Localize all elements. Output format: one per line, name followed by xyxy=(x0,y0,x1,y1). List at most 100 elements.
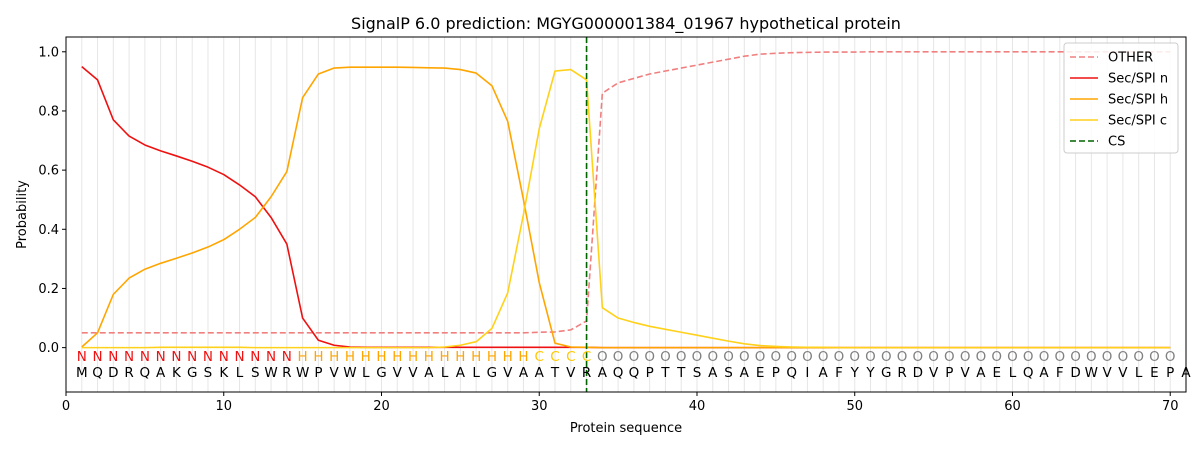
series-line-sec-spi-n xyxy=(81,65,1171,349)
legend-label-sec-spi-h: Sec/SPI h xyxy=(1108,93,1168,108)
grid-lines xyxy=(81,37,1187,392)
residue-label-64: D xyxy=(1070,365,1080,381)
x-tick-label-30: 30 xyxy=(531,399,548,414)
annotation-label-58: O xyxy=(976,349,987,365)
annotation-label-62: O xyxy=(1039,349,1050,365)
residue-labels: NMNQNDNRNQNANKNGNSNKNLNSNWNRHWHPHVHWHLHG… xyxy=(76,349,1191,381)
annotation-label-25: H xyxy=(455,349,465,365)
residue-label-3: D xyxy=(108,365,118,381)
residue-label-12: S xyxy=(251,365,260,381)
residue-label-29: A xyxy=(519,365,529,381)
residue-label-42: S xyxy=(724,365,733,381)
chart-title: SignalP 6.0 prediction: MGYG000001384_01… xyxy=(351,14,901,34)
residue-label-67: V xyxy=(1118,365,1128,381)
annotation-label-11: N xyxy=(234,349,244,365)
residue-label-18: W xyxy=(343,365,356,381)
annotation-label-54: O xyxy=(913,349,924,365)
annotation-label-17: H xyxy=(329,349,339,365)
residue-label-28: V xyxy=(503,365,513,381)
residue-label-8: G xyxy=(187,365,197,381)
x-tick-label-60: 60 xyxy=(1004,399,1021,414)
annotation-label-14: N xyxy=(282,349,292,365)
x-axis-label: Protein sequence xyxy=(570,421,682,436)
residue-label-10: K xyxy=(219,365,229,381)
annotation-label-4: N xyxy=(124,349,134,365)
residue-label-43: A xyxy=(740,365,750,381)
residue-label-32: V xyxy=(566,365,576,381)
residue-label-6: A xyxy=(156,365,166,381)
annotation-label-21: H xyxy=(392,349,402,365)
annotation-label-23: H xyxy=(424,349,434,365)
residue-label-50: Y xyxy=(850,365,860,381)
annotation-label-6: N xyxy=(156,349,166,365)
annotation-label-32: C xyxy=(566,349,575,365)
residue-label-51: Y xyxy=(865,365,875,381)
y-tick-label-0.2: 0.2 xyxy=(38,282,59,297)
residue-label-60: L xyxy=(1009,365,1017,381)
residue-label-37: P xyxy=(646,365,654,381)
annotation-label-45: O xyxy=(771,349,782,365)
annotation-label-26: H xyxy=(471,349,481,365)
residue-label-38: T xyxy=(660,365,670,381)
annotation-label-39: O xyxy=(676,349,687,365)
annotation-label-27: H xyxy=(487,349,497,365)
x-tick-label-40: 40 xyxy=(689,399,706,414)
residue-label-31: T xyxy=(550,365,560,381)
residue-label-5: Q xyxy=(140,365,151,381)
legend-label-other: OTHER xyxy=(1108,51,1153,66)
residue-label-53: R xyxy=(897,365,906,381)
annotation-label-20: H xyxy=(376,349,386,365)
y-axis-ticks: 0.0 0.2 0.4 0.6 0.8 1.0 xyxy=(38,45,66,356)
residue-label-23: A xyxy=(424,365,434,381)
annotation-label-70: O xyxy=(1165,349,1176,365)
annotation-label-3: N xyxy=(108,349,118,365)
residue-label-13: W xyxy=(264,365,277,381)
residue-label-45: P xyxy=(772,365,780,381)
residue-label-47: I xyxy=(805,365,809,381)
annotation-label-16: H xyxy=(313,349,323,365)
residue-label-65: W xyxy=(1085,365,1098,381)
residue-label-9: S xyxy=(204,365,213,381)
residue-label-66: V xyxy=(1103,365,1113,381)
annotation-label-64: O xyxy=(1070,349,1081,365)
annotation-label-44: O xyxy=(755,349,766,365)
annotation-label-2: N xyxy=(92,349,102,365)
x-tick-label-10: 10 xyxy=(215,399,232,414)
annotation-label-69: O xyxy=(1149,349,1160,365)
annotation-label-33: C xyxy=(582,349,591,365)
annotation-label-56: O xyxy=(944,349,955,365)
residue-label-69: E xyxy=(1150,365,1159,381)
y-axis-label: Probability xyxy=(15,180,30,249)
annotation-label-55: O xyxy=(928,349,939,365)
x-tick-label-70: 70 xyxy=(1162,399,1179,414)
residue-label-15: W xyxy=(296,365,309,381)
residue-label-11: L xyxy=(236,365,244,381)
annotation-label-46: O xyxy=(786,349,797,365)
x-tick-label-50: 50 xyxy=(846,399,863,414)
annotation-label-8: N xyxy=(187,349,197,365)
residue-label-46: Q xyxy=(786,365,797,381)
annotation-label-40: O xyxy=(692,349,703,365)
annotation-label-18: H xyxy=(345,349,355,365)
y-tick-label-0.0: 0.0 xyxy=(38,341,59,356)
annotation-label-12: N xyxy=(250,349,260,365)
residue-label-2: Q xyxy=(92,365,103,381)
residue-label-49: F xyxy=(835,365,843,381)
residue-label-17: V xyxy=(330,365,340,381)
annotation-label-1: N xyxy=(77,349,87,365)
series-line-sec-spi-c xyxy=(81,68,1171,349)
annotation-label-49: O xyxy=(834,349,845,365)
residue-label-52: G xyxy=(881,365,891,381)
residue-label-70: P xyxy=(1166,365,1174,381)
residue-label-7: K xyxy=(172,365,182,381)
residue-label-34: A xyxy=(598,365,608,381)
annotation-label-30: C xyxy=(535,349,544,365)
residue-label-20: G xyxy=(376,365,386,381)
annotation-label-63: O xyxy=(1054,349,1065,365)
residue-label-21: V xyxy=(393,365,403,381)
annotation-label-10: N xyxy=(219,349,229,365)
annotation-label-52: O xyxy=(881,349,892,365)
annotation-label-34: O xyxy=(597,349,608,365)
residue-label-59: E xyxy=(992,365,1001,381)
y-tick-label-1.0: 1.0 xyxy=(38,45,59,60)
